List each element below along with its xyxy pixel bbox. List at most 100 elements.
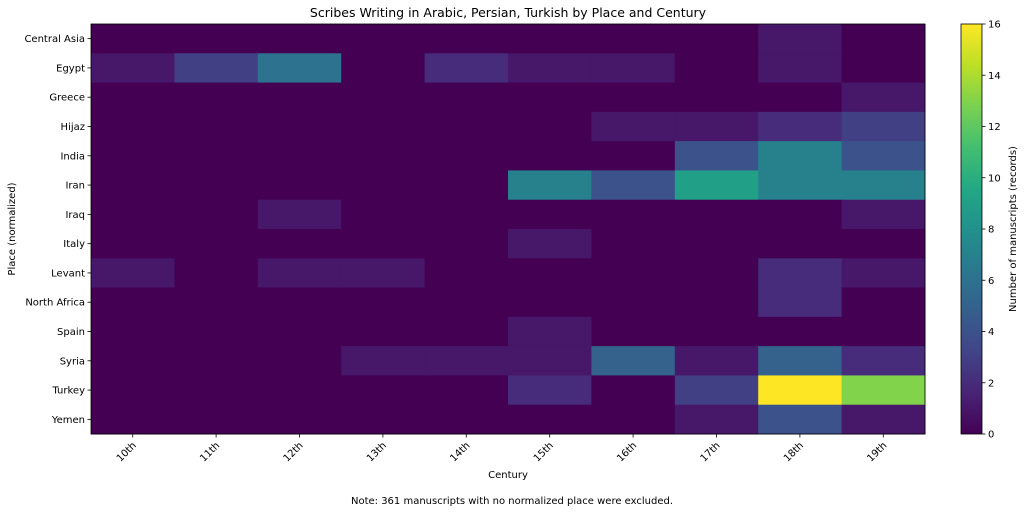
heatmap-cell — [341, 24, 426, 54]
heatmap-cell — [758, 229, 843, 259]
heatmap-cell — [341, 199, 426, 230]
y-tick-label: Hijaz — [61, 122, 85, 133]
heatmap-cell — [91, 141, 175, 171]
heatmap-cell — [591, 53, 676, 84]
heatmap-cell — [341, 346, 426, 376]
heatmap-cell — [341, 53, 426, 84]
colorbar-tick-label: 12 — [988, 122, 1001, 133]
heatmap-cell — [841, 287, 926, 318]
heatmap-cell — [257, 82, 342, 113]
heatmap-cell — [424, 53, 509, 84]
plot-frame — [90, 23, 926, 435]
colorbar-tick-label: 8 — [988, 225, 994, 236]
y-tick-label: Iran — [65, 181, 85, 192]
heatmap-cell — [424, 316, 509, 347]
heatmap-cell — [758, 111, 843, 142]
heatmap-cell — [341, 141, 426, 171]
heatmap-cell — [91, 316, 175, 347]
heatmap-cell — [591, 111, 676, 142]
heatmap-cell — [674, 229, 759, 259]
x-tick-label: 10th — [115, 440, 139, 464]
heatmap-cell — [508, 24, 592, 54]
heatmap-cell — [508, 375, 592, 406]
heatmap-cell — [341, 170, 426, 201]
heatmap-cell — [257, 199, 342, 230]
heatmap-cell — [674, 316, 759, 347]
heatmap-cell — [674, 346, 759, 376]
heatmap-cell — [591, 316, 676, 347]
heatmap-cell — [424, 199, 509, 230]
y-tick-label: India — [60, 151, 85, 162]
heatmap-cell — [841, 141, 926, 171]
heatmap-cell — [674, 258, 759, 289]
colorbar-tick-label: 14 — [988, 71, 1001, 82]
heatmap-cell — [341, 111, 426, 142]
y-tick-label: Spain — [57, 327, 85, 338]
x-tick-label: 17th — [699, 440, 723, 464]
heatmap-cell — [591, 82, 676, 113]
y-tick-label: Central Asia — [24, 34, 85, 45]
heatmap-cell — [508, 141, 592, 171]
heatmap-cell — [341, 82, 426, 113]
heatmap-cell — [508, 53, 592, 84]
colorbar-tick-label: 16 — [988, 20, 1001, 31]
heatmap-cell — [424, 24, 509, 54]
heatmap-cell — [591, 141, 676, 171]
heatmap-cell — [424, 404, 509, 435]
heatmap-cell — [841, 24, 926, 54]
colorbar-tick-label: 0 — [988, 430, 994, 441]
heatmap-cell — [508, 229, 592, 259]
heatmap-cell — [508, 287, 592, 318]
heatmap-cell — [257, 170, 342, 201]
heatmap-cell — [758, 170, 843, 201]
heatmap-cell — [591, 258, 676, 289]
heatmap-cell — [758, 375, 843, 406]
heatmap-cell — [674, 404, 759, 435]
colorbar-label: Number of manuscripts (records) — [1008, 146, 1019, 312]
heatmap-cell — [341, 229, 426, 259]
heatmap-cell — [424, 287, 509, 318]
x-tick-label: 13th — [365, 440, 389, 464]
heatmap-cell — [591, 346, 676, 376]
colorbar-tick-label: 10 — [988, 173, 1001, 184]
x-tick-label: 12th — [282, 440, 306, 464]
heatmap-cell — [341, 375, 426, 406]
x-tick-label: 19th — [865, 440, 889, 464]
heatmap-cell — [508, 258, 592, 289]
heatmap-cell — [91, 229, 175, 259]
heatmap-cell — [174, 82, 259, 113]
colorbar-tick-label: 6 — [988, 276, 994, 287]
y-tick-label: Syria — [60, 356, 85, 367]
heatmap-cell — [674, 82, 759, 113]
y-tick-label: Egypt — [56, 63, 85, 74]
y-tick-label: Italy — [63, 239, 85, 250]
y-tick-label: Levant — [51, 268, 85, 279]
heatmap-cell — [91, 199, 175, 230]
heatmap-cell — [174, 229, 259, 259]
heatmap-cell — [591, 375, 676, 406]
heatmap-cell — [758, 24, 843, 54]
heatmap-cell — [257, 346, 342, 376]
heatmap-cells — [91, 24, 926, 435]
heatmap-cell — [424, 229, 509, 259]
heatmap-cell — [91, 24, 175, 54]
heatmap-cell — [591, 199, 676, 230]
heatmap-cell — [91, 170, 175, 201]
heatmap-cell — [758, 404, 843, 435]
heatmap-cell — [91, 82, 175, 113]
heatmap-cell — [91, 404, 175, 435]
heatmap-cell — [91, 111, 175, 142]
x-tick-label: 14th — [448, 440, 472, 464]
heatmap-cell — [257, 375, 342, 406]
heatmap-cell — [257, 229, 342, 259]
heatmap-cell — [91, 287, 175, 318]
heatmap-cell — [758, 287, 843, 318]
colorbar — [960, 23, 983, 435]
y-axis-ticks: Central Asia Egypt Greece Hijaz India Iran Ira… — [24, 34, 91, 426]
y-tick-label: North Africa — [25, 298, 85, 309]
chart-title: Scribes Writing in Arabic, Persian, Turk… — [310, 5, 707, 20]
heatmap-cell — [591, 287, 676, 318]
heatmap-cell — [424, 170, 509, 201]
footnote: Note: 361 manuscripts with no normalized… — [351, 496, 673, 507]
heatmap-cell — [174, 404, 259, 435]
